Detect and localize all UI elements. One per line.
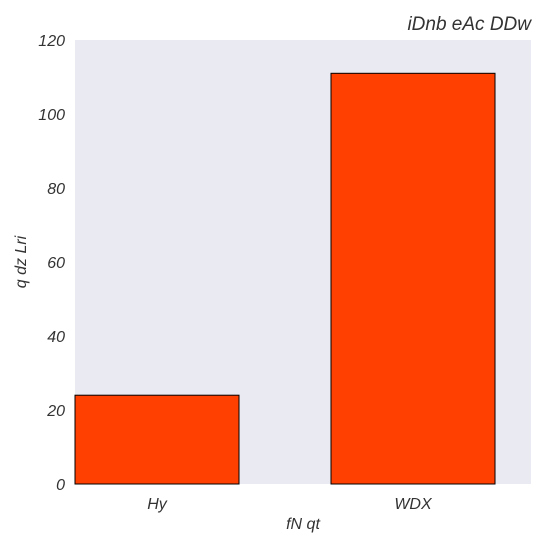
y-tick-label: 20 — [46, 403, 65, 420]
bar-wdx — [330, 72, 496, 485]
x-axis-label: fN qt — [286, 516, 320, 533]
x-tick-label: WDX — [394, 496, 433, 513]
bars-group — [74, 72, 496, 485]
y-tick-label: 80 — [47, 181, 65, 198]
y-axis-label: q dz Lri — [13, 235, 30, 288]
chart-title: iDnb eAc DDw — [407, 14, 532, 35]
y-tick-label: 100 — [38, 107, 65, 124]
y-tick-label: 60 — [47, 255, 65, 272]
bar-hy — [74, 394, 240, 485]
y-tick-label: 40 — [47, 329, 65, 346]
x-tick-labels: Hy WDX — [147, 496, 433, 513]
x-tick-label: Hy — [147, 496, 168, 513]
y-tick-labels: 0 20 40 60 80 100 120 — [38, 33, 65, 494]
y-tick-label: 0 — [56, 477, 65, 494]
y-tick-label: 120 — [38, 33, 65, 50]
